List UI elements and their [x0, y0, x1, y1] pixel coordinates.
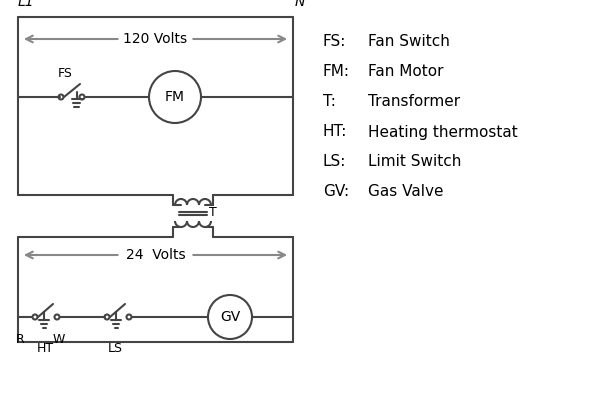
Text: HT:: HT: — [323, 124, 348, 140]
Text: LS:: LS: — [323, 154, 346, 170]
Text: FS: FS — [58, 67, 73, 80]
Text: HT: HT — [37, 342, 54, 355]
Text: GV:: GV: — [323, 184, 349, 200]
Text: Gas Valve: Gas Valve — [368, 184, 444, 200]
Text: Fan Motor: Fan Motor — [368, 64, 444, 80]
Text: Fan Switch: Fan Switch — [368, 34, 450, 50]
Text: R: R — [15, 333, 24, 346]
Text: 24  Volts: 24 Volts — [126, 248, 185, 262]
Text: L1: L1 — [18, 0, 35, 9]
Text: Heating thermostat: Heating thermostat — [368, 124, 518, 140]
Text: W: W — [53, 333, 65, 346]
Text: 120 Volts: 120 Volts — [123, 32, 188, 46]
Text: GV: GV — [220, 310, 240, 324]
Text: FM:: FM: — [323, 64, 350, 80]
Text: FS:: FS: — [323, 34, 346, 50]
Text: FM: FM — [165, 90, 185, 104]
Text: Limit Switch: Limit Switch — [368, 154, 461, 170]
Text: T:: T: — [323, 94, 336, 110]
Text: N: N — [295, 0, 306, 9]
Text: Transformer: Transformer — [368, 94, 460, 110]
Text: T: T — [209, 206, 217, 220]
Text: LS: LS — [107, 342, 123, 355]
